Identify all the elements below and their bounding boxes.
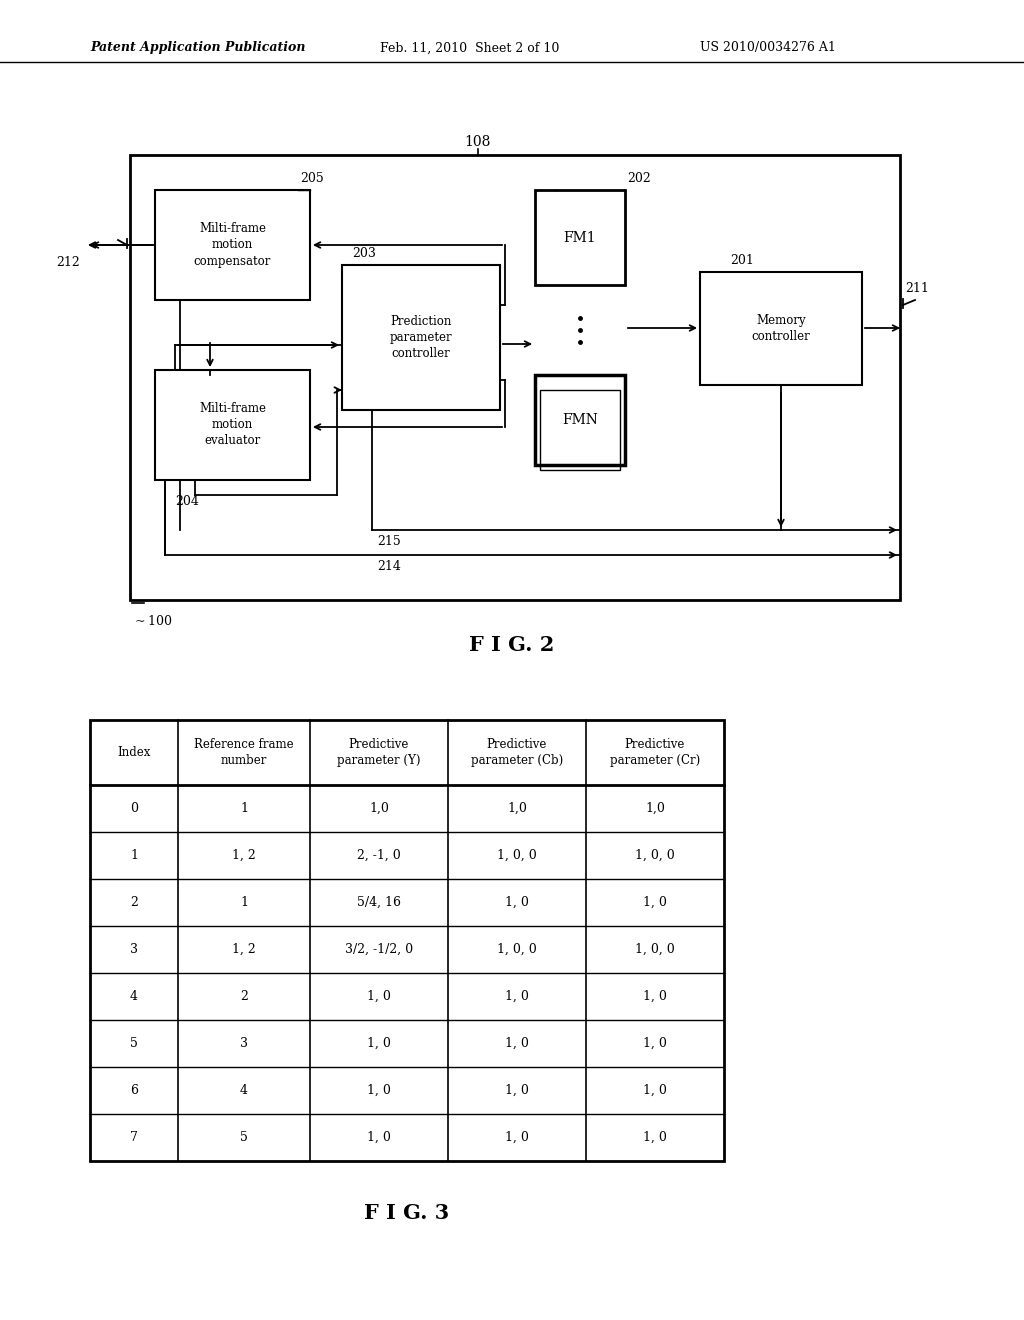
Text: 1, 0: 1, 0 <box>643 1038 667 1049</box>
Text: 1, 0: 1, 0 <box>505 1084 529 1097</box>
Text: 1,0: 1,0 <box>645 803 665 814</box>
Text: Index: Index <box>118 746 151 759</box>
Text: 1, 0, 0: 1, 0, 0 <box>497 942 537 956</box>
Text: 2: 2 <box>240 990 248 1003</box>
Bar <box>155 190 310 300</box>
Text: 1, 0: 1, 0 <box>505 896 529 909</box>
Text: 6: 6 <box>130 1084 138 1097</box>
Text: 4: 4 <box>130 990 138 1003</box>
Text: 1, 0: 1, 0 <box>643 896 667 909</box>
Text: 4: 4 <box>240 1084 248 1097</box>
Text: Prediction
parameter
controller: Prediction parameter controller <box>390 315 453 360</box>
Text: 215: 215 <box>377 535 400 548</box>
Text: Milti-frame
motion
compensator: Milti-frame motion compensator <box>194 223 271 268</box>
Text: 2: 2 <box>130 896 138 909</box>
Text: Predictive
parameter (Cr): Predictive parameter (Cr) <box>610 738 700 767</box>
Text: Feb. 11, 2010  Sheet 2 of 10: Feb. 11, 2010 Sheet 2 of 10 <box>380 41 559 54</box>
Text: 1,0: 1,0 <box>507 803 527 814</box>
Bar <box>155 370 310 480</box>
Text: 1,0: 1,0 <box>369 803 389 814</box>
Text: 1, 0: 1, 0 <box>643 1131 667 1144</box>
Text: 5/4, 16: 5/4, 16 <box>357 896 401 909</box>
Text: 1, 0: 1, 0 <box>505 1038 529 1049</box>
Text: FMN: FMN <box>562 413 598 426</box>
Text: 1, 0: 1, 0 <box>367 990 391 1003</box>
Text: US 2010/0034276 A1: US 2010/0034276 A1 <box>700 41 836 54</box>
Text: 1, 0: 1, 0 <box>367 1038 391 1049</box>
Text: 205: 205 <box>300 172 324 185</box>
Text: 1, 0: 1, 0 <box>505 1131 529 1144</box>
Text: 7: 7 <box>130 1131 138 1144</box>
Text: 3: 3 <box>130 942 138 956</box>
Text: 214: 214 <box>377 560 400 573</box>
Bar <box>130 154 900 601</box>
Text: Predictive
parameter (Y): Predictive parameter (Y) <box>337 738 421 767</box>
Text: 1, 2: 1, 2 <box>232 849 256 862</box>
Text: 1, 0, 0: 1, 0, 0 <box>635 849 675 862</box>
Text: 1, 2: 1, 2 <box>232 942 256 956</box>
Text: 204: 204 <box>175 495 199 508</box>
Text: 3: 3 <box>240 1038 248 1049</box>
Text: Milti-frame
motion
evaluator: Milti-frame motion evaluator <box>199 403 266 447</box>
Text: 2, -1, 0: 2, -1, 0 <box>357 849 400 862</box>
Text: 1, 0, 0: 1, 0, 0 <box>635 942 675 956</box>
Text: 211: 211 <box>905 282 929 294</box>
Text: 1, 0: 1, 0 <box>505 990 529 1003</box>
Text: 108: 108 <box>465 135 492 149</box>
Text: 5: 5 <box>130 1038 138 1049</box>
Text: Patent Application Publication: Patent Application Publication <box>90 41 305 54</box>
Text: 1, 0: 1, 0 <box>643 1084 667 1097</box>
Text: 5: 5 <box>240 1131 248 1144</box>
Text: 212: 212 <box>56 256 80 268</box>
Text: 3/2, -1/2, 0: 3/2, -1/2, 0 <box>345 942 413 956</box>
Text: 1: 1 <box>240 896 248 909</box>
Bar <box>535 375 625 465</box>
Text: Predictive
parameter (Cb): Predictive parameter (Cb) <box>471 738 563 767</box>
Text: Memory
controller: Memory controller <box>752 314 810 343</box>
Text: 201: 201 <box>730 253 754 267</box>
Text: 202: 202 <box>627 172 650 185</box>
Text: 0: 0 <box>130 803 138 814</box>
Bar <box>535 190 625 285</box>
Text: F I G. 3: F I G. 3 <box>365 1203 450 1224</box>
Text: 1, 0: 1, 0 <box>643 990 667 1003</box>
Text: F I G. 2: F I G. 2 <box>469 635 555 655</box>
Bar <box>342 265 500 411</box>
Bar <box>700 272 862 385</box>
Text: ~ 100: ~ 100 <box>135 615 172 628</box>
Text: 1: 1 <box>130 849 138 862</box>
Text: Reference frame
number: Reference frame number <box>195 738 294 767</box>
Text: 1, 0: 1, 0 <box>367 1131 391 1144</box>
Text: FM1: FM1 <box>563 231 596 244</box>
Text: 1, 0: 1, 0 <box>367 1084 391 1097</box>
Text: 1: 1 <box>240 803 248 814</box>
Bar <box>90 719 724 1162</box>
Bar <box>540 389 620 470</box>
Text: 1, 0, 0: 1, 0, 0 <box>497 849 537 862</box>
Text: 203: 203 <box>352 247 376 260</box>
